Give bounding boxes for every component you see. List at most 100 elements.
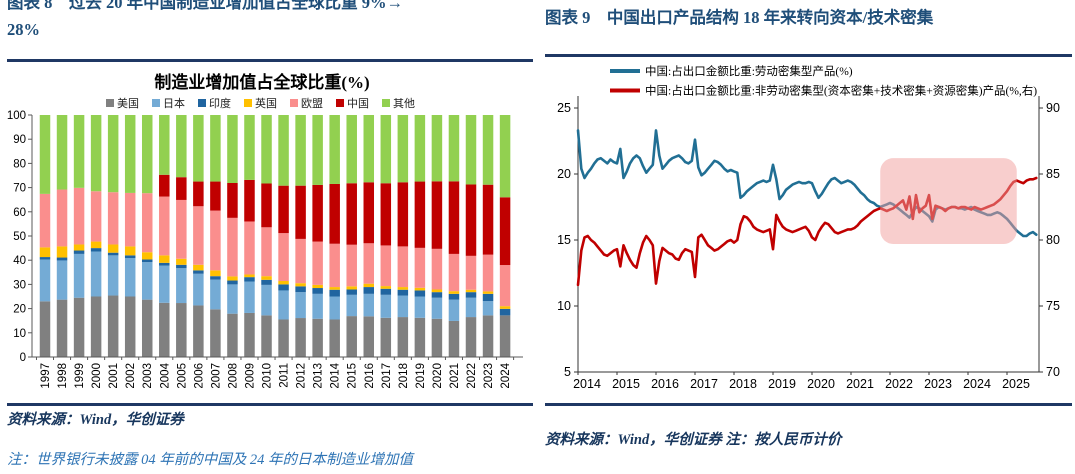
bar-segment xyxy=(414,115,426,182)
bar-segment xyxy=(56,260,68,300)
x-tick-label: 2021 xyxy=(846,377,874,391)
legend-label: 中国:占出口金额比重:非劳动密集型(资本密集+技术密集+资源密集)产品(%,右) xyxy=(645,84,1037,98)
legend-label: 印度 xyxy=(209,96,231,110)
bar-segment xyxy=(380,294,392,318)
bar-segment xyxy=(244,115,255,180)
x-tick-label: 1997 xyxy=(40,363,52,389)
bar-segment xyxy=(346,286,357,290)
bar-segment xyxy=(397,295,409,318)
figure-8-title-line2: 28% xyxy=(7,20,40,39)
figure-8-note: 注：世界银行未披露 04 年前的中国及 24 年的日本制造业增加值 xyxy=(7,452,413,468)
bar-segment xyxy=(312,115,323,185)
figure-9-source: 资料来源：Wind，华创证券 注：按人民币计价 xyxy=(545,432,842,448)
legend-item: 日本 xyxy=(152,96,185,110)
x-tick-label: 2006 xyxy=(193,363,205,389)
y-tick-label: 100 xyxy=(7,110,26,122)
figure-9-title: 图表 9 中国出口产品结构 18 年来转向资本/技术密集 xyxy=(545,8,934,27)
bar-segment xyxy=(312,184,323,242)
export-structure-line-chart: 中国:占出口金额比重:劳动密集型产品(%) 中国:占出口金额比重:非劳动密集型(资… xyxy=(557,64,1060,391)
figure-8-title-line1: 图表 8 过去 20 年中国制造业增加值占全球比重 9%→ xyxy=(7,0,403,12)
bar-segment xyxy=(312,293,323,319)
bar-segment xyxy=(39,257,51,260)
bar-segment xyxy=(90,251,102,297)
bar-segment xyxy=(159,255,170,263)
bar-segment xyxy=(176,177,187,200)
legend-label: 欧盟 xyxy=(301,97,323,110)
bar-segment xyxy=(465,297,477,318)
bar-segment xyxy=(380,288,392,295)
bar-segment xyxy=(380,183,392,246)
bar-segment xyxy=(278,319,289,357)
bar-segment xyxy=(346,244,357,287)
bar-segment xyxy=(244,179,255,222)
bar-segment xyxy=(244,274,255,278)
figure-8-source: 资料来源：Wind，华创证券 xyxy=(7,412,184,428)
bar-segment xyxy=(39,115,51,194)
bar-segment xyxy=(141,299,153,357)
bar-segment xyxy=(431,318,443,357)
x-tick-label: 2023 xyxy=(483,363,495,389)
bar-segment xyxy=(124,115,136,193)
right-y-tick-label: 70 xyxy=(1046,365,1060,379)
bar-segment xyxy=(431,181,443,249)
x-tick-label: 2000 xyxy=(91,363,103,389)
bar-segment xyxy=(90,241,102,249)
bar-segment xyxy=(312,241,323,285)
x-tick-label: 2010 xyxy=(262,363,274,389)
bar-segment xyxy=(193,273,204,306)
legend-label: 中国:占出口金额比重:劳动密集型产品(%) xyxy=(645,64,853,78)
legend-item: 其他 xyxy=(382,97,415,110)
bar-segment xyxy=(414,296,426,318)
highlight-region xyxy=(880,158,1017,244)
bar-segment xyxy=(124,296,136,357)
bar-segment xyxy=(448,291,460,294)
bar-segment xyxy=(227,313,238,357)
figure-9-panel: 图表 9 中国出口产品结构 18 年来转向资本/技术密集 中国:占出口金额比重:… xyxy=(545,0,1072,474)
bar-segment xyxy=(329,183,340,244)
bar-segment xyxy=(346,294,357,317)
bar-segment xyxy=(193,115,204,182)
x-tick-label: 2002 xyxy=(125,363,137,389)
x-tick-label: 2014 xyxy=(330,362,342,388)
bar-segment xyxy=(414,317,426,357)
bar-segment xyxy=(141,252,153,260)
bar-segment xyxy=(414,287,426,291)
y-tick-label: 70 xyxy=(13,183,26,195)
bar-segment xyxy=(176,303,187,357)
bar-segment xyxy=(124,255,136,259)
legend-swatch xyxy=(336,99,344,107)
bar-segment xyxy=(159,265,170,303)
bar-segment xyxy=(159,262,170,266)
bar-segment xyxy=(193,270,204,274)
legend-item: 中国 xyxy=(336,97,369,110)
bar-segment xyxy=(278,281,289,285)
x-tick-label: 2004 xyxy=(159,362,171,388)
x-tick-label: 2024 xyxy=(500,362,512,388)
manufacturing-share-stacked-bar-chart: 制造业增加值占全球比重(%) 美国 日本 印度 英国 欧盟 中国 其他 0 10 20 30 40 50 6… xyxy=(7,72,523,389)
legend-item: 美国 xyxy=(106,97,139,110)
bar-segment xyxy=(124,246,136,256)
bar-segment xyxy=(176,264,187,269)
right-y-tick-label: 80 xyxy=(1046,233,1060,247)
bar-segment xyxy=(414,247,426,288)
bar-segment xyxy=(363,243,375,284)
chart-divider xyxy=(545,403,1072,406)
bar-segment xyxy=(159,115,170,175)
bar-segment xyxy=(295,286,306,293)
x-tick-label: 2020 xyxy=(807,377,835,391)
bar-segment xyxy=(39,301,51,357)
bar-segment xyxy=(227,183,238,218)
bar-segment xyxy=(176,258,187,265)
bar-segment xyxy=(397,287,409,290)
legend-swatch xyxy=(290,99,298,107)
x-tick-label: 2023 xyxy=(924,377,952,391)
left-y-tick-label: 5 xyxy=(564,365,571,379)
bar-segment xyxy=(312,284,323,289)
legend-swatch xyxy=(152,99,160,107)
bar-segment xyxy=(295,238,306,284)
bar-segment xyxy=(176,115,187,178)
bar-segment xyxy=(159,302,170,357)
bar-segment xyxy=(107,192,119,245)
bar-segment xyxy=(482,301,494,316)
